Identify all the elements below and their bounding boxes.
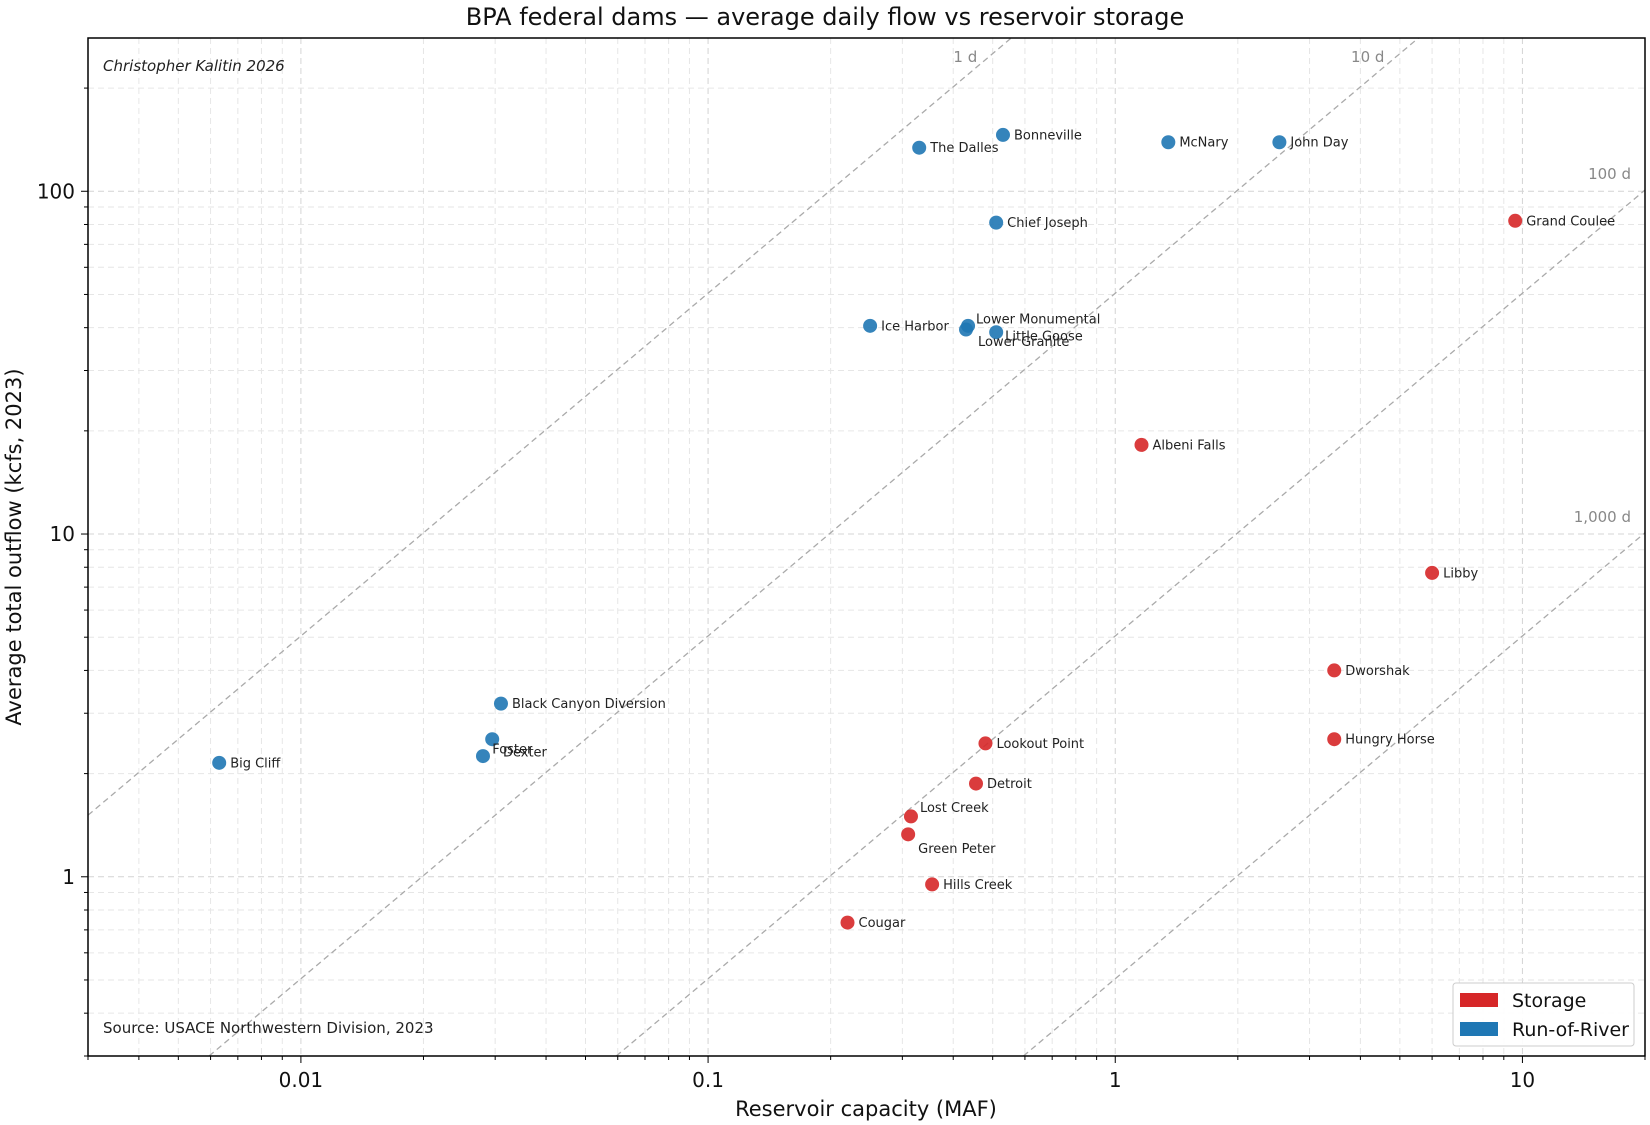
data-point-run-of-river	[912, 140, 927, 155]
reference-line-label: 10 d	[1351, 48, 1384, 66]
data-point-storage	[925, 877, 940, 892]
axis-ticks: 0.01 0.1 1 10 1 10 100	[37, 87, 1646, 1092]
legend: Storage Run-of-River	[1452, 982, 1635, 1047]
data-point-label: Detroit	[987, 777, 1032, 792]
data-point-storage	[1327, 663, 1342, 678]
grid	[87, 38, 1646, 1057]
data-point-run-of-river	[863, 318, 878, 333]
point-labels: Grand Coulee Albeni Falls Libby Dworshak Hun…	[230, 128, 1615, 931]
legend-label-run-of-river: Run-of-River	[1512, 1019, 1629, 1041]
data-point-label: Lower Granite	[978, 335, 1069, 350]
plot-frame	[87, 37, 1646, 1057]
data-point-storage	[1327, 732, 1342, 747]
data-point-label: Libby	[1443, 566, 1478, 581]
reference-line-label: 1 d	[953, 48, 977, 66]
data-point-label: Foster	[492, 743, 533, 758]
data-point-run-of-river	[1161, 135, 1176, 150]
reference-lines: 1 d 10 d 100 d 1,000 d	[87, 37, 1646, 1057]
x-tick-label: 1	[1109, 1068, 1122, 1092]
legend-box	[1452, 982, 1635, 1047]
data-point-label: Black Canyon Diversion	[512, 697, 666, 712]
reference-line	[615, 189, 1646, 1057]
data-point-run-of-river	[493, 696, 508, 711]
data-point-run-of-river	[1272, 135, 1287, 150]
data-point-label: Chief Joseph	[1007, 216, 1088, 231]
data-point-label: Cougar	[859, 916, 906, 931]
data-point-label: McNary	[1179, 136, 1228, 151]
x-axis-title: Reservoir capacity (MAF)	[735, 1097, 997, 1121]
x-tick-label: 0.01	[279, 1068, 324, 1092]
reference-line	[208, 37, 1419, 1057]
data-point-label: Bonneville	[1014, 128, 1082, 143]
data-point-label: Dexter	[503, 746, 548, 761]
data-point-label: The Dalles	[929, 141, 999, 156]
credit-text: Christopher Kalitin 2026	[103, 57, 285, 75]
data-point-run-of-river	[485, 732, 500, 747]
data-point-run-of-river	[989, 325, 1004, 340]
legend-swatch-run-of-river	[1460, 1022, 1498, 1036]
y-tick-label: 1	[62, 865, 75, 889]
data-point-storage	[901, 827, 916, 842]
data-point-storage	[1425, 565, 1440, 580]
data-point-label: Albeni Falls	[1152, 438, 1225, 453]
data-point-storage	[840, 915, 855, 930]
data-point-storage	[1508, 213, 1523, 228]
data-point-label: Hungry Horse	[1345, 733, 1435, 748]
data-point-label: Big Cliff	[230, 756, 281, 771]
source-text: Source: USACE Northwestern Division, 202…	[103, 1019, 434, 1037]
data-point-label: Ice Harbor	[881, 319, 949, 334]
data-point-label: Dworshak	[1345, 664, 1410, 679]
data-points	[212, 127, 1523, 930]
data-point-run-of-river	[475, 749, 490, 764]
reference-line-label: 1,000 d	[1574, 508, 1631, 526]
data-point-storage	[969, 776, 984, 791]
x-tick-label: 0.1	[692, 1068, 724, 1092]
y-axis-title: Average total outflow (kcfs, 2023)	[2, 368, 26, 725]
reference-line-label: 100 d	[1588, 165, 1631, 183]
y-tick-label: 10	[50, 522, 75, 546]
data-point-storage	[978, 736, 993, 751]
data-point-run-of-river	[212, 755, 227, 770]
data-point-label: Lookout Point	[996, 737, 1084, 752]
data-point-label: Lower Monumental	[976, 312, 1100, 327]
data-point-storage	[1134, 437, 1149, 452]
data-point-run-of-river	[959, 322, 974, 337]
data-point-label: Grand Coulee	[1526, 214, 1615, 229]
data-point-run-of-river	[995, 127, 1010, 142]
y-tick-label: 100	[37, 179, 75, 203]
data-point-label: Little Goose	[1005, 330, 1083, 345]
legend-label-storage: Storage	[1512, 990, 1586, 1012]
reference-line	[1023, 532, 1646, 1057]
reference-line	[87, 37, 1012, 816]
data-point-storage	[903, 809, 918, 824]
data-point-label: Lost Creek	[920, 801, 989, 816]
chart-title: BPA federal dams — average daily flow vs…	[466, 3, 1184, 31]
data-point-label: Hills Creek	[943, 878, 1013, 893]
data-point-label: John Day	[1289, 136, 1348, 151]
legend-swatch-storage	[1460, 993, 1498, 1007]
x-tick-label: 10	[1510, 1068, 1535, 1092]
data-point-label: Green Peter	[918, 842, 996, 857]
data-point-run-of-river	[989, 215, 1004, 230]
